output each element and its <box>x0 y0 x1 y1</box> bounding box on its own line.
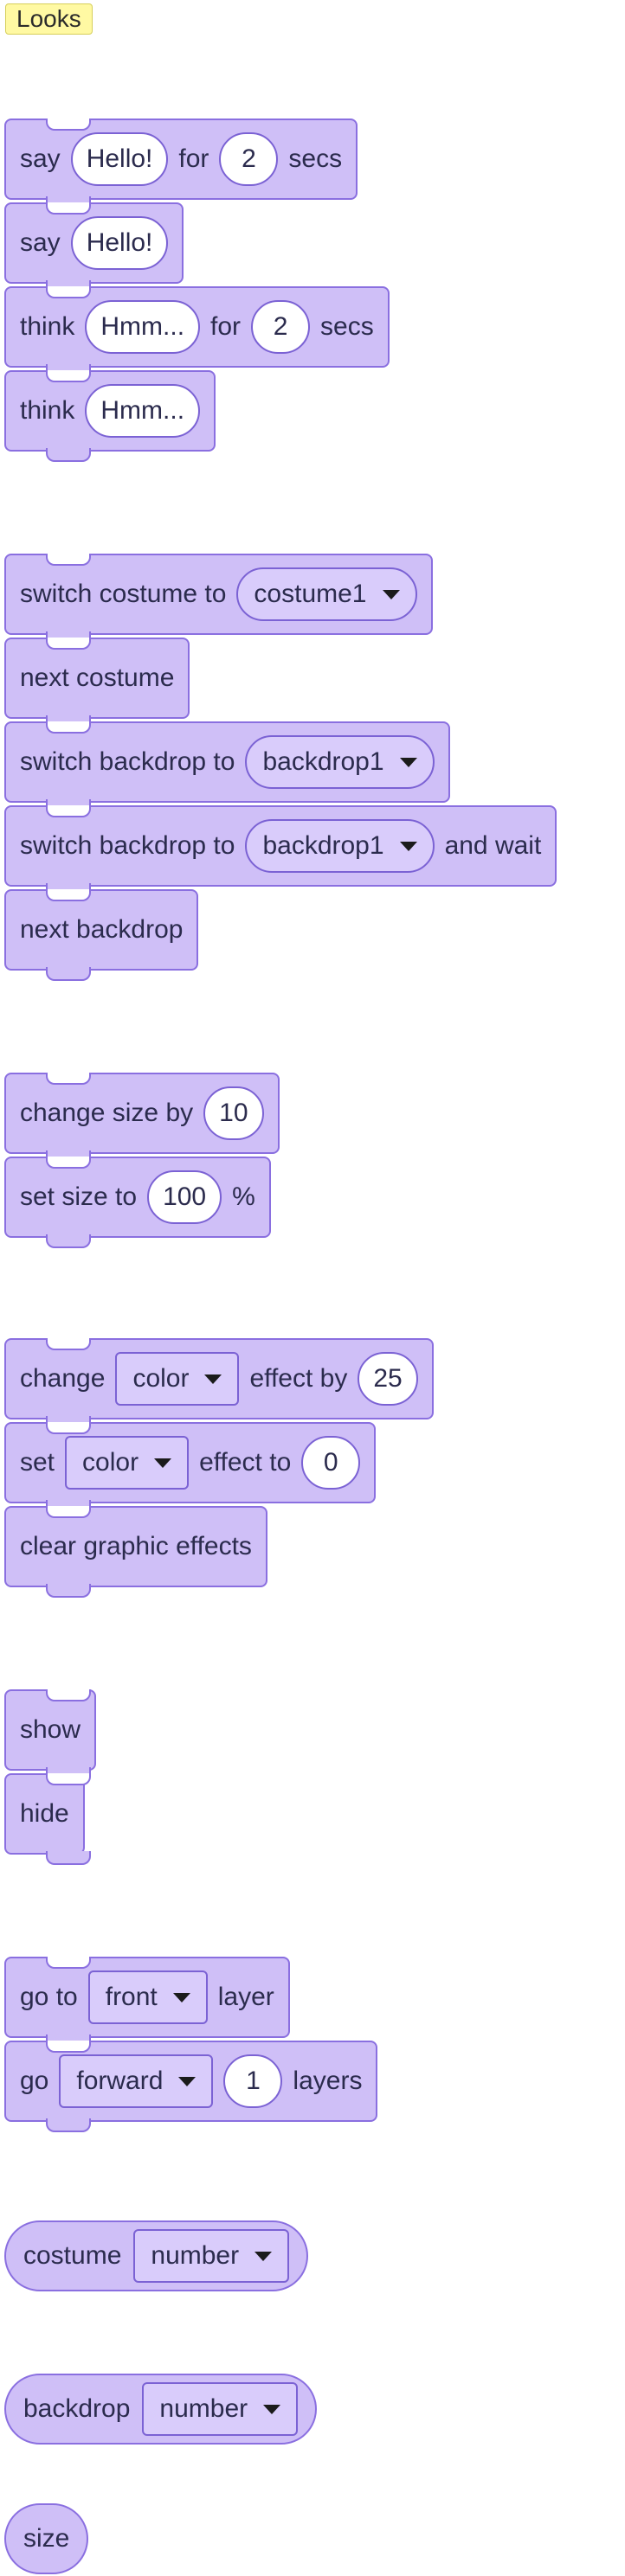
block-label: set <box>20 1448 55 1477</box>
block-label: think <box>20 396 75 425</box>
layers-input[interactable]: 1 <box>223 2054 283 2108</box>
block-label: switch backdrop to <box>20 747 235 776</box>
caret-down-icon <box>382 589 400 599</box>
category-label-looks[interactable]: Looks <box>5 3 93 35</box>
block-label: say <box>20 228 61 257</box>
switch-backdrop-block[interactable]: switch backdrop to backdrop1 <box>4 721 450 813</box>
block-label: go to <box>20 1983 78 2011</box>
block-label: set size to <box>20 1182 138 1211</box>
block-label: backdrop <box>23 2394 131 2423</box>
costume-property-dropdown[interactable]: number <box>133 2229 290 2283</box>
block-label: layer <box>217 1983 274 2011</box>
think-for-secs-block[interactable]: think Hmm... for 2 secs <box>4 286 390 378</box>
block-label: effect to <box>199 1448 292 1477</box>
block-label: secs <box>320 312 374 341</box>
dropdown-value: forward <box>76 2067 164 2095</box>
change-size-block[interactable]: change size by 10 <box>4 1073 280 1164</box>
block-label: layers <box>293 2067 363 2095</box>
caret-down-icon <box>399 841 417 851</box>
block-label: change <box>20 1364 106 1393</box>
hide-block[interactable]: hide <box>4 1773 91 1865</box>
block-label: costume <box>23 2241 122 2270</box>
caret-down-icon <box>263 2404 281 2414</box>
block-label: go <box>20 2067 49 2095</box>
message-input[interactable]: Hmm... <box>85 300 201 354</box>
dropdown-value: costume1 <box>254 580 367 608</box>
dropdown-value: color <box>82 1448 139 1477</box>
switch-costume-block[interactable]: switch costume to costume1 <box>4 554 433 645</box>
caret-down-icon <box>154 1458 172 1468</box>
caret-down-icon <box>255 2251 273 2261</box>
clear-graphic-effects-block[interactable]: clear graphic effects <box>4 1506 267 1598</box>
effect-dropdown[interactable]: color <box>115 1352 240 1406</box>
caret-down-icon <box>178 2076 197 2086</box>
block-label: effect by <box>249 1364 348 1393</box>
block-label: show <box>20 1715 81 1744</box>
dropdown-value: backdrop1 <box>262 747 384 776</box>
dropdown-value: front <box>105 1983 158 2011</box>
block-label: next costume <box>20 663 175 692</box>
set-effect-block[interactable]: set color effect to 0 <box>4 1422 377 1514</box>
dropdown-value: color <box>132 1364 190 1393</box>
block-label: and wait <box>444 831 542 860</box>
block-label: switch costume to <box>20 580 227 608</box>
secs-input[interactable]: 2 <box>251 300 311 354</box>
say-block[interactable]: say Hello! <box>4 202 184 294</box>
message-input[interactable]: Hello! <box>70 132 169 186</box>
block-label: hide <box>20 1799 69 1828</box>
secs-input[interactable]: 2 <box>219 132 279 186</box>
set-size-block[interactable]: set size to 100 % <box>4 1157 271 1248</box>
block-label: size <box>23 2524 70 2553</box>
backdrop-property-dropdown[interactable]: number <box>142 2382 299 2436</box>
message-input[interactable]: Hmm... <box>85 384 201 438</box>
block-label: think <box>20 312 75 341</box>
block-label: % <box>232 1182 255 1211</box>
switch-backdrop-and-wait-block[interactable]: switch backdrop to backdrop1 and wait <box>4 805 557 897</box>
block-label: clear graphic effects <box>20 1532 252 1560</box>
backdrop-dropdown[interactable]: backdrop1 <box>245 735 435 789</box>
block-label: say <box>20 144 61 173</box>
change-effect-block[interactable]: change color effect by 25 <box>4 1338 434 1430</box>
block-label: next backdrop <box>20 915 184 944</box>
block-label: switch backdrop to <box>20 831 235 860</box>
block-label: change size by <box>20 1099 194 1127</box>
dropdown-value: number <box>151 2241 240 2270</box>
go-layers-block[interactable]: go forward 1 layers <box>4 2041 378 2132</box>
next-costume-block[interactable]: next costume <box>4 638 190 729</box>
block-label: for <box>210 312 242 341</box>
next-backdrop-block[interactable]: next backdrop <box>4 889 199 981</box>
dropdown-value: number <box>159 2394 248 2423</box>
backdrop-reporter-block[interactable]: backdrop number <box>4 2374 318 2445</box>
costume-dropdown[interactable]: costume1 <box>236 567 417 621</box>
go-to-layer-block[interactable]: go to front layer <box>4 1957 290 2048</box>
size-input[interactable]: 10 <box>203 1086 264 1140</box>
caret-down-icon <box>399 757 417 767</box>
direction-dropdown[interactable]: forward <box>59 2054 214 2108</box>
costume-reporter-block[interactable]: costume number <box>4 2220 309 2291</box>
effect-value-input[interactable]: 0 <box>301 1436 361 1490</box>
say-for-secs-block[interactable]: say Hello! for 2 secs <box>4 119 358 210</box>
layer-dropdown[interactable]: front <box>87 1970 208 2024</box>
caret-down-icon <box>172 1992 190 2002</box>
block-label: for <box>178 144 209 173</box>
backdrop-dropdown[interactable]: backdrop1 <box>245 819 435 873</box>
effect-dropdown[interactable]: color <box>65 1436 190 1490</box>
think-block[interactable]: think Hmm... <box>4 370 216 462</box>
size-reporter-block[interactable]: size <box>4 2503 89 2574</box>
block-label: secs <box>288 144 343 173</box>
size-input[interactable]: 100 <box>147 1170 222 1224</box>
dropdown-value: backdrop1 <box>262 831 384 860</box>
effect-amount-input[interactable]: 25 <box>358 1352 418 1406</box>
caret-down-icon <box>204 1374 222 1384</box>
show-block[interactable]: show <box>4 1689 97 1781</box>
message-input[interactable]: Hello! <box>70 216 169 270</box>
